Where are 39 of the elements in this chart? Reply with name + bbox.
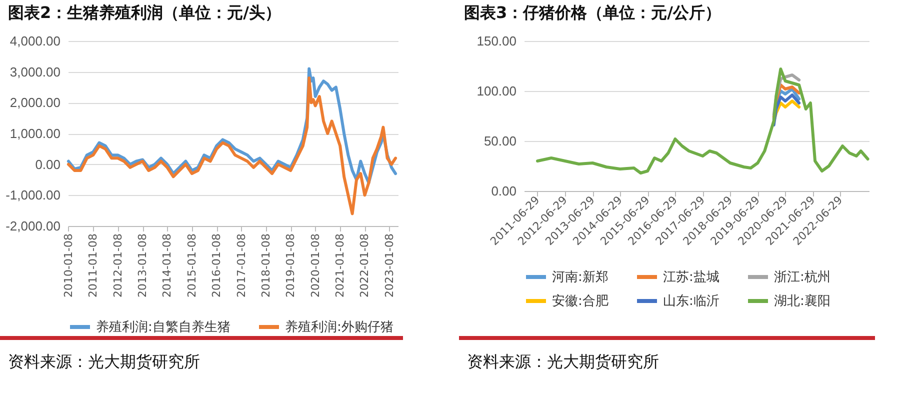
legend-label: 河南:新郑 xyxy=(552,270,608,285)
chart-title: 图表2：生猪养殖利润（单位：元/头） xyxy=(8,3,281,22)
y-tick-label: 4,000.00 xyxy=(10,34,60,48)
y-tick-label: 100.00 xyxy=(476,84,516,98)
y-tick-label: -2,000.00 xyxy=(6,218,60,234)
y-tick-label: 1,000.00 xyxy=(10,126,60,141)
x-tick-label: 2010-01-08 xyxy=(62,234,75,298)
x-tick-label: 2018-01-08 xyxy=(259,234,272,298)
y-tick-label: -1,000.00 xyxy=(6,188,60,203)
chart-title: 图表3：仔猪价格（单位：元/公斤） xyxy=(464,3,721,22)
x-tick-label: 2011-01-08 xyxy=(86,234,100,298)
x-tick-label: 2012-01-08 xyxy=(111,234,124,298)
x-tick-label: 2023-01-08 xyxy=(382,234,396,298)
x-tick-label: 2019-01-08 xyxy=(284,234,298,298)
y-tick-label: 50.00 xyxy=(484,134,516,148)
y-tick-label: 0.00 xyxy=(491,184,516,198)
text: 资料来源：光大期货研究所 xyxy=(7,351,201,373)
x-tick-label: 2022-01-08 xyxy=(358,234,372,298)
y-tick-label: 2,000.00 xyxy=(10,95,60,110)
legend-label: 养殖利润:自繁自养生猪 xyxy=(96,319,230,335)
x-tick-label: 2014-01-08 xyxy=(160,234,174,298)
legend-label: 浙江:杭州 xyxy=(774,270,830,285)
legend-label: 山东:临沂 xyxy=(663,294,720,309)
y-tick-label: 3,000.00 xyxy=(10,64,60,80)
x-tick-label: 2016-01-08 xyxy=(210,234,224,298)
legend-label: 养殖利润:外购仔猪 xyxy=(285,319,394,335)
y-tick-label: 150.00 xyxy=(476,34,516,48)
legend-label: 江苏:盐城 xyxy=(663,270,720,285)
text: 资料来源：光大期货研究所 xyxy=(466,351,660,373)
line-series xyxy=(536,68,870,174)
x-tick-label: 2017-01-08 xyxy=(234,234,248,298)
x-tick-label: 2013-01-08 xyxy=(136,234,150,298)
legend-label: 安徽:合肥 xyxy=(552,293,608,309)
x-tick-label: 2015-01-08 xyxy=(185,234,198,298)
x-tick-label: 2020-01-08 xyxy=(308,234,322,298)
line-series xyxy=(66,76,397,216)
x-tick-label: 2021-01-08 xyxy=(334,234,347,298)
legend-label: 湖北:襄阳 xyxy=(774,293,830,309)
y-tick-label: 0.00 xyxy=(35,156,60,172)
